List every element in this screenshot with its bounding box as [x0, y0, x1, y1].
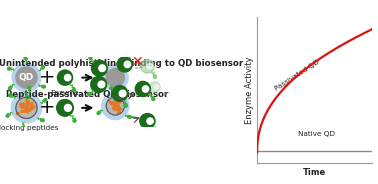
Circle shape [112, 86, 128, 101]
Circle shape [88, 93, 91, 96]
Circle shape [123, 90, 126, 93]
Circle shape [156, 130, 160, 133]
Circle shape [73, 119, 76, 122]
Circle shape [8, 87, 11, 90]
Circle shape [73, 88, 76, 91]
Circle shape [57, 70, 73, 85]
Circle shape [16, 97, 37, 118]
Circle shape [26, 96, 29, 99]
Circle shape [121, 61, 124, 64]
Y-axis label: Enzyme Activity: Enzyme Activity [245, 56, 254, 124]
Circle shape [143, 86, 149, 92]
Circle shape [6, 114, 9, 117]
Text: Native QD: Native QD [299, 131, 336, 137]
Circle shape [28, 86, 31, 89]
Circle shape [42, 85, 45, 88]
Circle shape [147, 63, 153, 69]
Circle shape [135, 81, 150, 97]
Text: QD: QD [19, 73, 34, 82]
Circle shape [12, 63, 41, 92]
Circle shape [8, 67, 11, 70]
Circle shape [157, 128, 160, 131]
Circle shape [119, 90, 126, 97]
Circle shape [117, 57, 132, 72]
X-axis label: Time: Time [303, 168, 326, 177]
Circle shape [41, 119, 44, 122]
Circle shape [155, 85, 159, 89]
Circle shape [147, 118, 153, 124]
Circle shape [24, 56, 27, 59]
Circle shape [89, 56, 92, 59]
Circle shape [91, 77, 107, 92]
Text: ✕: ✕ [131, 55, 143, 69]
Circle shape [140, 114, 155, 129]
Text: Peptide-passivated QD biosensor: Peptide-passivated QD biosensor [6, 91, 168, 100]
Circle shape [44, 99, 47, 101]
Circle shape [102, 65, 128, 91]
Circle shape [98, 81, 105, 88]
Circle shape [57, 100, 73, 116]
Circle shape [64, 104, 71, 111]
Circle shape [163, 93, 166, 95]
Circle shape [106, 69, 124, 87]
Circle shape [129, 116, 131, 118]
Text: Blocking peptides: Blocking peptides [0, 125, 59, 131]
Circle shape [153, 75, 156, 78]
Circle shape [124, 61, 130, 68]
Circle shape [97, 112, 100, 114]
Circle shape [141, 59, 154, 73]
Circle shape [97, 77, 100, 80]
Text: Unintended polyhistidine binding to QD biosensor: Unintended polyhistidine binding to QD b… [0, 59, 243, 68]
Circle shape [131, 52, 134, 55]
Circle shape [11, 93, 42, 123]
Text: Passivated QD: Passivated QD [274, 59, 321, 92]
Circle shape [9, 94, 12, 97]
Circle shape [16, 67, 37, 88]
Circle shape [91, 60, 107, 76]
Text: Enzyme: Enzyme [51, 90, 79, 96]
Circle shape [65, 75, 71, 81]
Circle shape [99, 65, 105, 72]
Circle shape [152, 97, 155, 100]
Circle shape [110, 87, 113, 90]
Text: +: + [39, 98, 56, 117]
Circle shape [22, 127, 25, 130]
Circle shape [102, 92, 129, 120]
Circle shape [42, 66, 45, 68]
Circle shape [124, 104, 127, 107]
Text: +: + [39, 68, 56, 87]
Circle shape [106, 97, 124, 115]
Circle shape [150, 82, 160, 92]
